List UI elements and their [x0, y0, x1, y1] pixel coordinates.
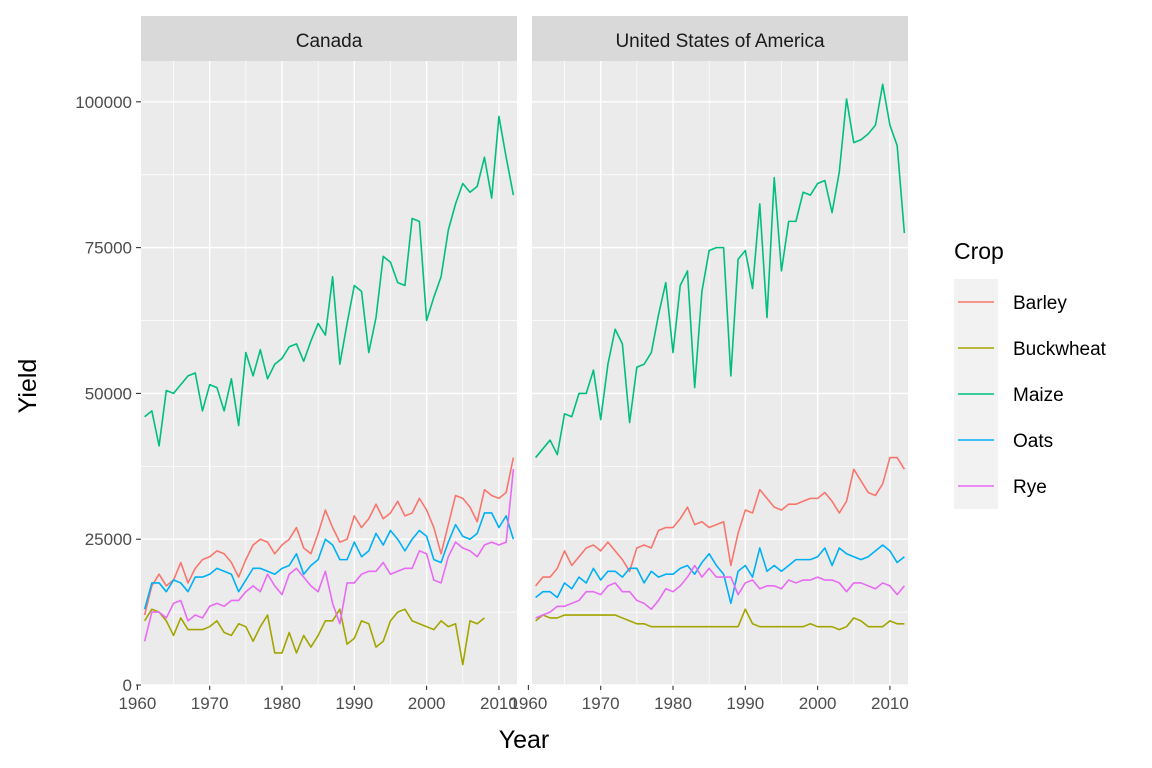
series-line-oats — [535, 544, 905, 605]
y-tick-label: 75000 — [85, 239, 132, 258]
legend-label: Maize — [1013, 385, 1064, 406]
panel-title: Canada — [296, 31, 363, 52]
x-tick-label: 1980 — [654, 694, 692, 713]
x-tick-label: 2010 — [480, 694, 518, 713]
legend-label: Rye — [1013, 477, 1047, 498]
x-tick-label: 1960 — [509, 694, 547, 713]
legend-label: Barley — [1013, 293, 1067, 314]
legend-label: Oats — [1013, 431, 1053, 452]
x-tick-label: 1990 — [726, 694, 764, 713]
y-tick-label: 50000 — [85, 384, 132, 403]
x-tick-label: 1990 — [335, 694, 373, 713]
series-line-barley — [143, 457, 515, 616]
panel-0: Canada 1960 1970 1980 1990 2000 2010 — [118, 16, 518, 713]
series-line-buckwheat — [535, 608, 905, 631]
x-axis-title: Year — [499, 726, 550, 754]
series-line-maize — [144, 115, 515, 447]
legend-item-buckwheat: Buckwheat — [954, 325, 1107, 371]
x-tick-label: 1970 — [582, 694, 620, 713]
series-line-maize — [535, 83, 906, 459]
legend-item-oats: Oats — [954, 417, 1053, 463]
y-axis-title: Yield — [14, 359, 42, 414]
y-tick-label: 0 — [123, 676, 132, 695]
x-tick-label: 2000 — [799, 694, 837, 713]
y-tick-label: 25000 — [85, 530, 132, 549]
x-tick-label: 1980 — [263, 694, 301, 713]
legend-item-barley: Barley — [954, 279, 1067, 325]
series-line-oats — [143, 512, 515, 610]
series-line-barley — [535, 456, 906, 587]
panel-1: United States of America 1960 1970 1980 1990… — [509, 16, 909, 713]
x-tick-label: 2000 — [408, 694, 446, 713]
series-line-buckwheat — [143, 608, 485, 666]
legend-title: Crop — [954, 238, 1004, 264]
series-line-rye — [535, 564, 905, 619]
x-tick-label: 2010 — [871, 694, 909, 713]
y-tick-label: 100000 — [75, 93, 132, 112]
legend-items: Barley Buckwheat Maize Oats Rye — [954, 279, 1107, 509]
x-tick-label: 1960 — [118, 694, 156, 713]
panel-background — [141, 61, 517, 685]
panel-title: United States of America — [615, 31, 825, 52]
legend-item-rye: Rye — [954, 463, 1047, 509]
legend-item-maize: Maize — [954, 371, 1064, 417]
y-axis: 0 25000 50000 75000 100000 — [75, 93, 141, 695]
legend: Crop Barley Buckwheat Maize Oats Rye — [954, 238, 1107, 509]
panel-strip — [532, 16, 908, 61]
series-line-rye — [143, 469, 515, 642]
x-tick-label: 1970 — [191, 694, 229, 713]
panel-strip — [141, 16, 517, 61]
legend-label: Buckwheat — [1013, 339, 1107, 360]
